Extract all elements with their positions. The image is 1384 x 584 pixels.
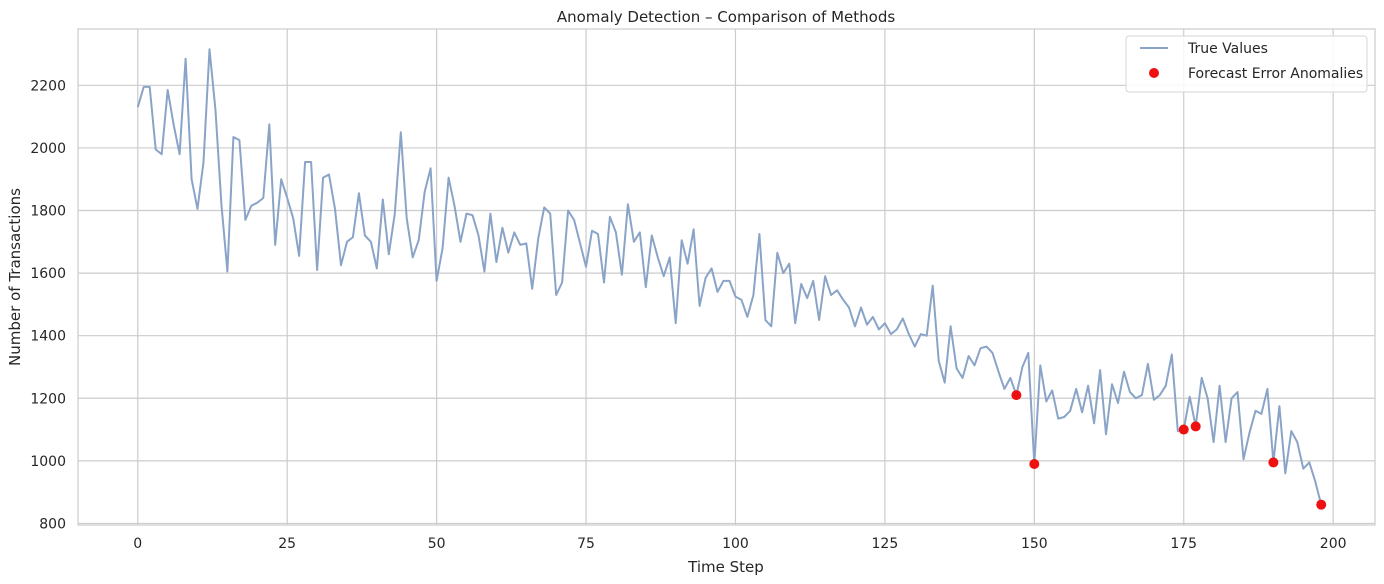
series-forecast-error-anomalies [1011, 390, 1327, 510]
x-tick-label: 100 [722, 536, 749, 552]
y-tick-label: 1000 [30, 454, 66, 470]
legend-marker-swatch [1149, 68, 1159, 78]
y-tick-label: 800 [39, 516, 66, 532]
y-tick-label: 1200 [30, 391, 66, 407]
anomaly-point [1029, 458, 1040, 469]
x-tick-label: 0 [133, 536, 142, 552]
x-tick-label: 25 [278, 536, 296, 552]
y-tick-label: 2000 [30, 141, 66, 157]
anomaly-point [1178, 424, 1189, 435]
x-tick-label: 150 [1021, 536, 1048, 552]
anomaly-point [1190, 421, 1201, 432]
x-tick-label: 200 [1320, 536, 1347, 552]
y-axis-title: Number of Transactions [6, 188, 24, 366]
y-tick-label: 1600 [30, 266, 66, 282]
anomaly-point [1316, 499, 1327, 510]
x-tick-label: 75 [577, 536, 595, 552]
legend-label-forecast-error-anomalies: Forecast Error Anomalies [1188, 66, 1363, 82]
x-tick-labels: 0 25 50 75 100 125 150 175 200 [133, 536, 1346, 552]
x-tick-label: 50 [428, 536, 446, 552]
true-values-line [136, 48, 1323, 505]
plot-area [77, 28, 1376, 526]
series-true-values [136, 48, 1323, 505]
anomaly-point [1268, 457, 1279, 468]
y-tick-label: 1800 [30, 204, 66, 220]
legend-box [1125, 35, 1368, 93]
chart-title: Anomaly Detection – Comparison of Method… [557, 8, 896, 26]
y-tick-label: 2200 [30, 78, 66, 94]
legend-label-true-values: True Values [1187, 41, 1268, 57]
y-tick-label: 1400 [30, 329, 66, 345]
x-tick-label: 125 [872, 536, 899, 552]
legend: True Values Forecast Error Anomalies [1125, 35, 1368, 93]
anomaly-point [1011, 390, 1022, 401]
x-tick-label: 175 [1170, 536, 1197, 552]
y-tick-labels: 800 1000 1200 1400 1600 1800 2000 2200 [30, 78, 66, 532]
grid [78, 29, 1375, 525]
x-axis-title: Time Step [687, 558, 764, 576]
